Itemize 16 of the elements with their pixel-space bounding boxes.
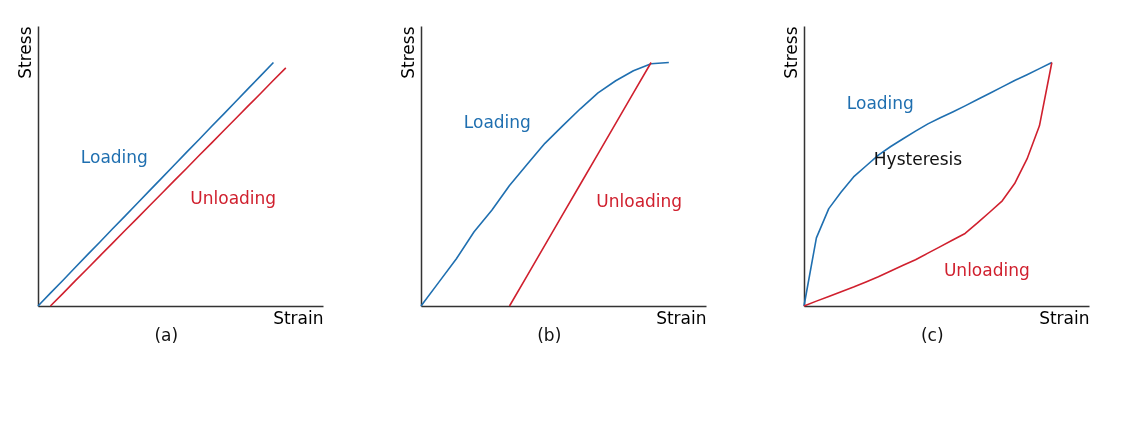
- series-label: Unloading: [943, 260, 1030, 281]
- y-axis-title: Stress: [14, 26, 35, 79]
- x-axis-title: Strain: [656, 307, 707, 328]
- y-axis-title: Stress: [780, 26, 801, 79]
- text: (b): [537, 325, 562, 345]
- x-axis-title: Strain: [1039, 307, 1090, 328]
- annotation: Hysteresis: [873, 149, 963, 170]
- series-label: Loading: [846, 92, 914, 113]
- y-axis-title: Stress: [397, 26, 418, 79]
- series-label: Loading: [463, 112, 531, 133]
- series-label: Unloading: [596, 191, 683, 212]
- x-axis-title: Strain: [273, 307, 324, 328]
- text: (a): [154, 325, 179, 345]
- text: (c): [920, 325, 944, 345]
- series-label: Loading: [80, 146, 148, 167]
- series-label: Unloading: [190, 187, 277, 208]
